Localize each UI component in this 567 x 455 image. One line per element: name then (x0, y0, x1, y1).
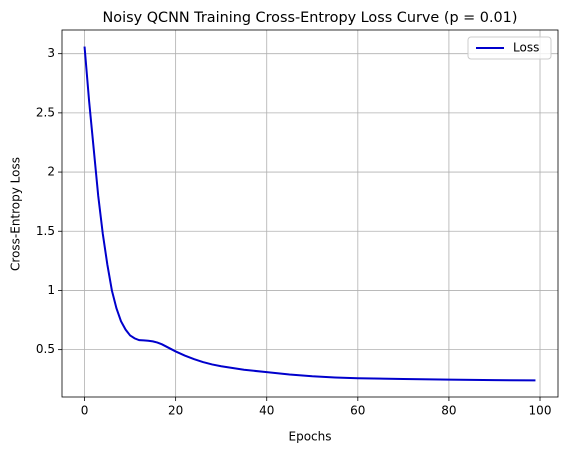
y-tick-label: 1.5 (36, 224, 55, 238)
legend-box (467, 36, 552, 60)
y-tick-label: 1 (47, 283, 55, 297)
y-axis-label: Cross-Entropy Loss (9, 157, 23, 271)
loss-line (83, 46, 536, 382)
x-tick-label: 20 (168, 404, 183, 418)
x-tick-label: 40 (259, 404, 274, 418)
x-tick-label: 80 (441, 404, 456, 418)
y-tick-label: 3 (47, 46, 55, 60)
x-tick-label: 100 (529, 404, 552, 418)
y-tick-label: 2.5 (36, 105, 55, 119)
x-tick-label: 60 (350, 404, 365, 418)
x-axis-label: Epochs (289, 430, 332, 444)
legend-label: Loss (513, 41, 539, 55)
x-tick-label: 0 (81, 404, 89, 418)
chart-title: Noisy QCNN Training Cross-Entropy Loss C… (103, 10, 518, 26)
axes-frame (61, 29, 559, 398)
y-tick-label: 2 (47, 165, 55, 179)
y-tick-label: 0.5 (36, 342, 55, 356)
